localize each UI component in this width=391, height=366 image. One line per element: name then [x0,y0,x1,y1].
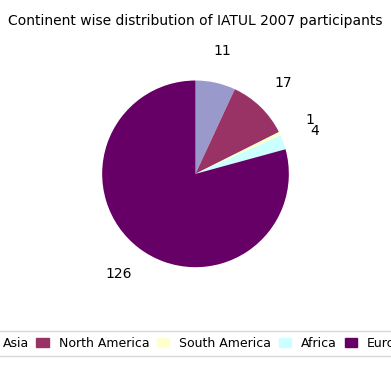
Title: Continent wise distribution of IATUL 2007 participants: Continent wise distribution of IATUL 200… [8,15,383,29]
Text: 1: 1 [305,113,314,127]
Wedge shape [196,135,285,174]
Wedge shape [196,132,280,174]
Text: 17: 17 [274,76,292,90]
Text: 11: 11 [214,44,231,57]
Legend: Asia, North America, South America, Africa, Europe: Asia, North America, South America, Afri… [0,330,391,356]
Wedge shape [196,81,235,174]
Wedge shape [196,89,279,174]
Wedge shape [102,81,289,267]
Text: 126: 126 [106,267,132,281]
Text: 4: 4 [310,124,319,138]
